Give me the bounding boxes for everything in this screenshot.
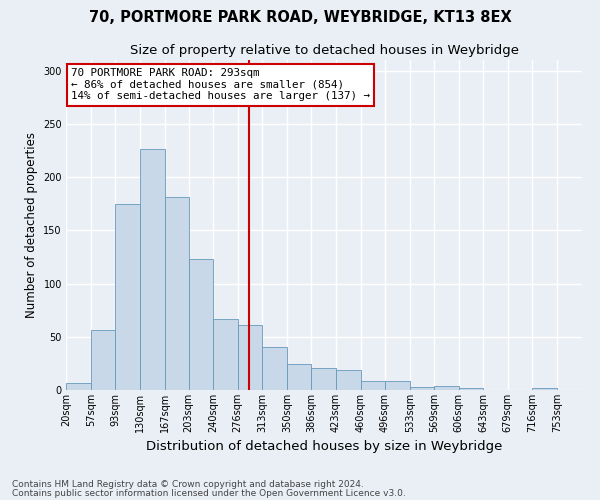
- Bar: [458, 388, 484, 390]
- Bar: [287, 364, 311, 390]
- Bar: [434, 386, 458, 390]
- Bar: [66, 382, 91, 390]
- Text: Contains HM Land Registry data © Crown copyright and database right 2024.: Contains HM Land Registry data © Crown c…: [12, 480, 364, 489]
- Bar: [140, 150, 164, 390]
- Bar: [532, 388, 557, 390]
- Bar: [91, 330, 115, 390]
- Bar: [262, 348, 287, 390]
- Bar: [115, 204, 140, 390]
- Bar: [336, 370, 361, 390]
- Bar: [385, 382, 410, 390]
- Bar: [164, 198, 188, 390]
- Bar: [410, 387, 434, 390]
- Text: Contains public sector information licensed under the Open Government Licence v3: Contains public sector information licen…: [12, 488, 406, 498]
- Text: 70 PORTMORE PARK ROAD: 293sqm
← 86% of detached houses are smaller (854)
14% of : 70 PORTMORE PARK ROAD: 293sqm ← 86% of d…: [71, 68, 370, 102]
- Bar: [311, 368, 336, 390]
- X-axis label: Distribution of detached houses by size in Weybridge: Distribution of detached houses by size …: [146, 440, 502, 454]
- Y-axis label: Number of detached properties: Number of detached properties: [25, 132, 38, 318]
- Text: 70, PORTMORE PARK ROAD, WEYBRIDGE, KT13 8EX: 70, PORTMORE PARK ROAD, WEYBRIDGE, KT13 …: [89, 10, 511, 25]
- Bar: [238, 325, 262, 390]
- Bar: [188, 259, 214, 390]
- Title: Size of property relative to detached houses in Weybridge: Size of property relative to detached ho…: [130, 44, 518, 58]
- Bar: [214, 318, 238, 390]
- Bar: [361, 382, 385, 390]
